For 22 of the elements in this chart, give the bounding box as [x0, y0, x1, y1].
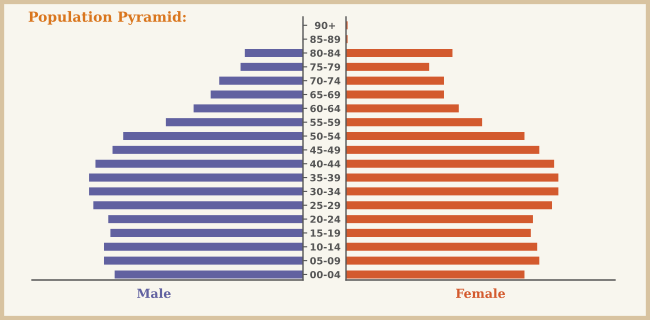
y-tick-label: 45-49 [310, 146, 340, 154]
y-tick-label: 90+ [314, 22, 336, 30]
series-label: Female [456, 288, 506, 298]
y-tick-label: 60-64 [310, 104, 340, 112]
y-tick-label: 10-14 [310, 243, 340, 251]
y-tick-label: 25-29 [310, 202, 340, 210]
y-tick-label: 20-24 [310, 216, 340, 223]
y-tick-label: 65-69 [310, 91, 340, 98]
y-tick-label: 05-09 [310, 257, 340, 264]
y-tick-label: 75-79 [310, 63, 340, 71]
y-tick-label: 55-59 [310, 118, 340, 126]
chart-title: Population Pyramid: [28, 11, 186, 25]
y-tick-label: 80-84 [310, 49, 340, 57]
y-tick-label: 40-44 [310, 160, 340, 168]
series-label: Male [137, 288, 171, 298]
y-tick-label: 85-89 [310, 36, 340, 43]
y-tick-label: 50-54 [310, 132, 340, 140]
y-tick-label: 30-34 [310, 188, 340, 196]
y-tick-label: 70-74 [310, 77, 340, 85]
y-tick-label: 00-04 [310, 270, 340, 278]
y-tick-label: 35-39 [310, 174, 340, 182]
y-tick-label: 15-19 [310, 229, 340, 237]
